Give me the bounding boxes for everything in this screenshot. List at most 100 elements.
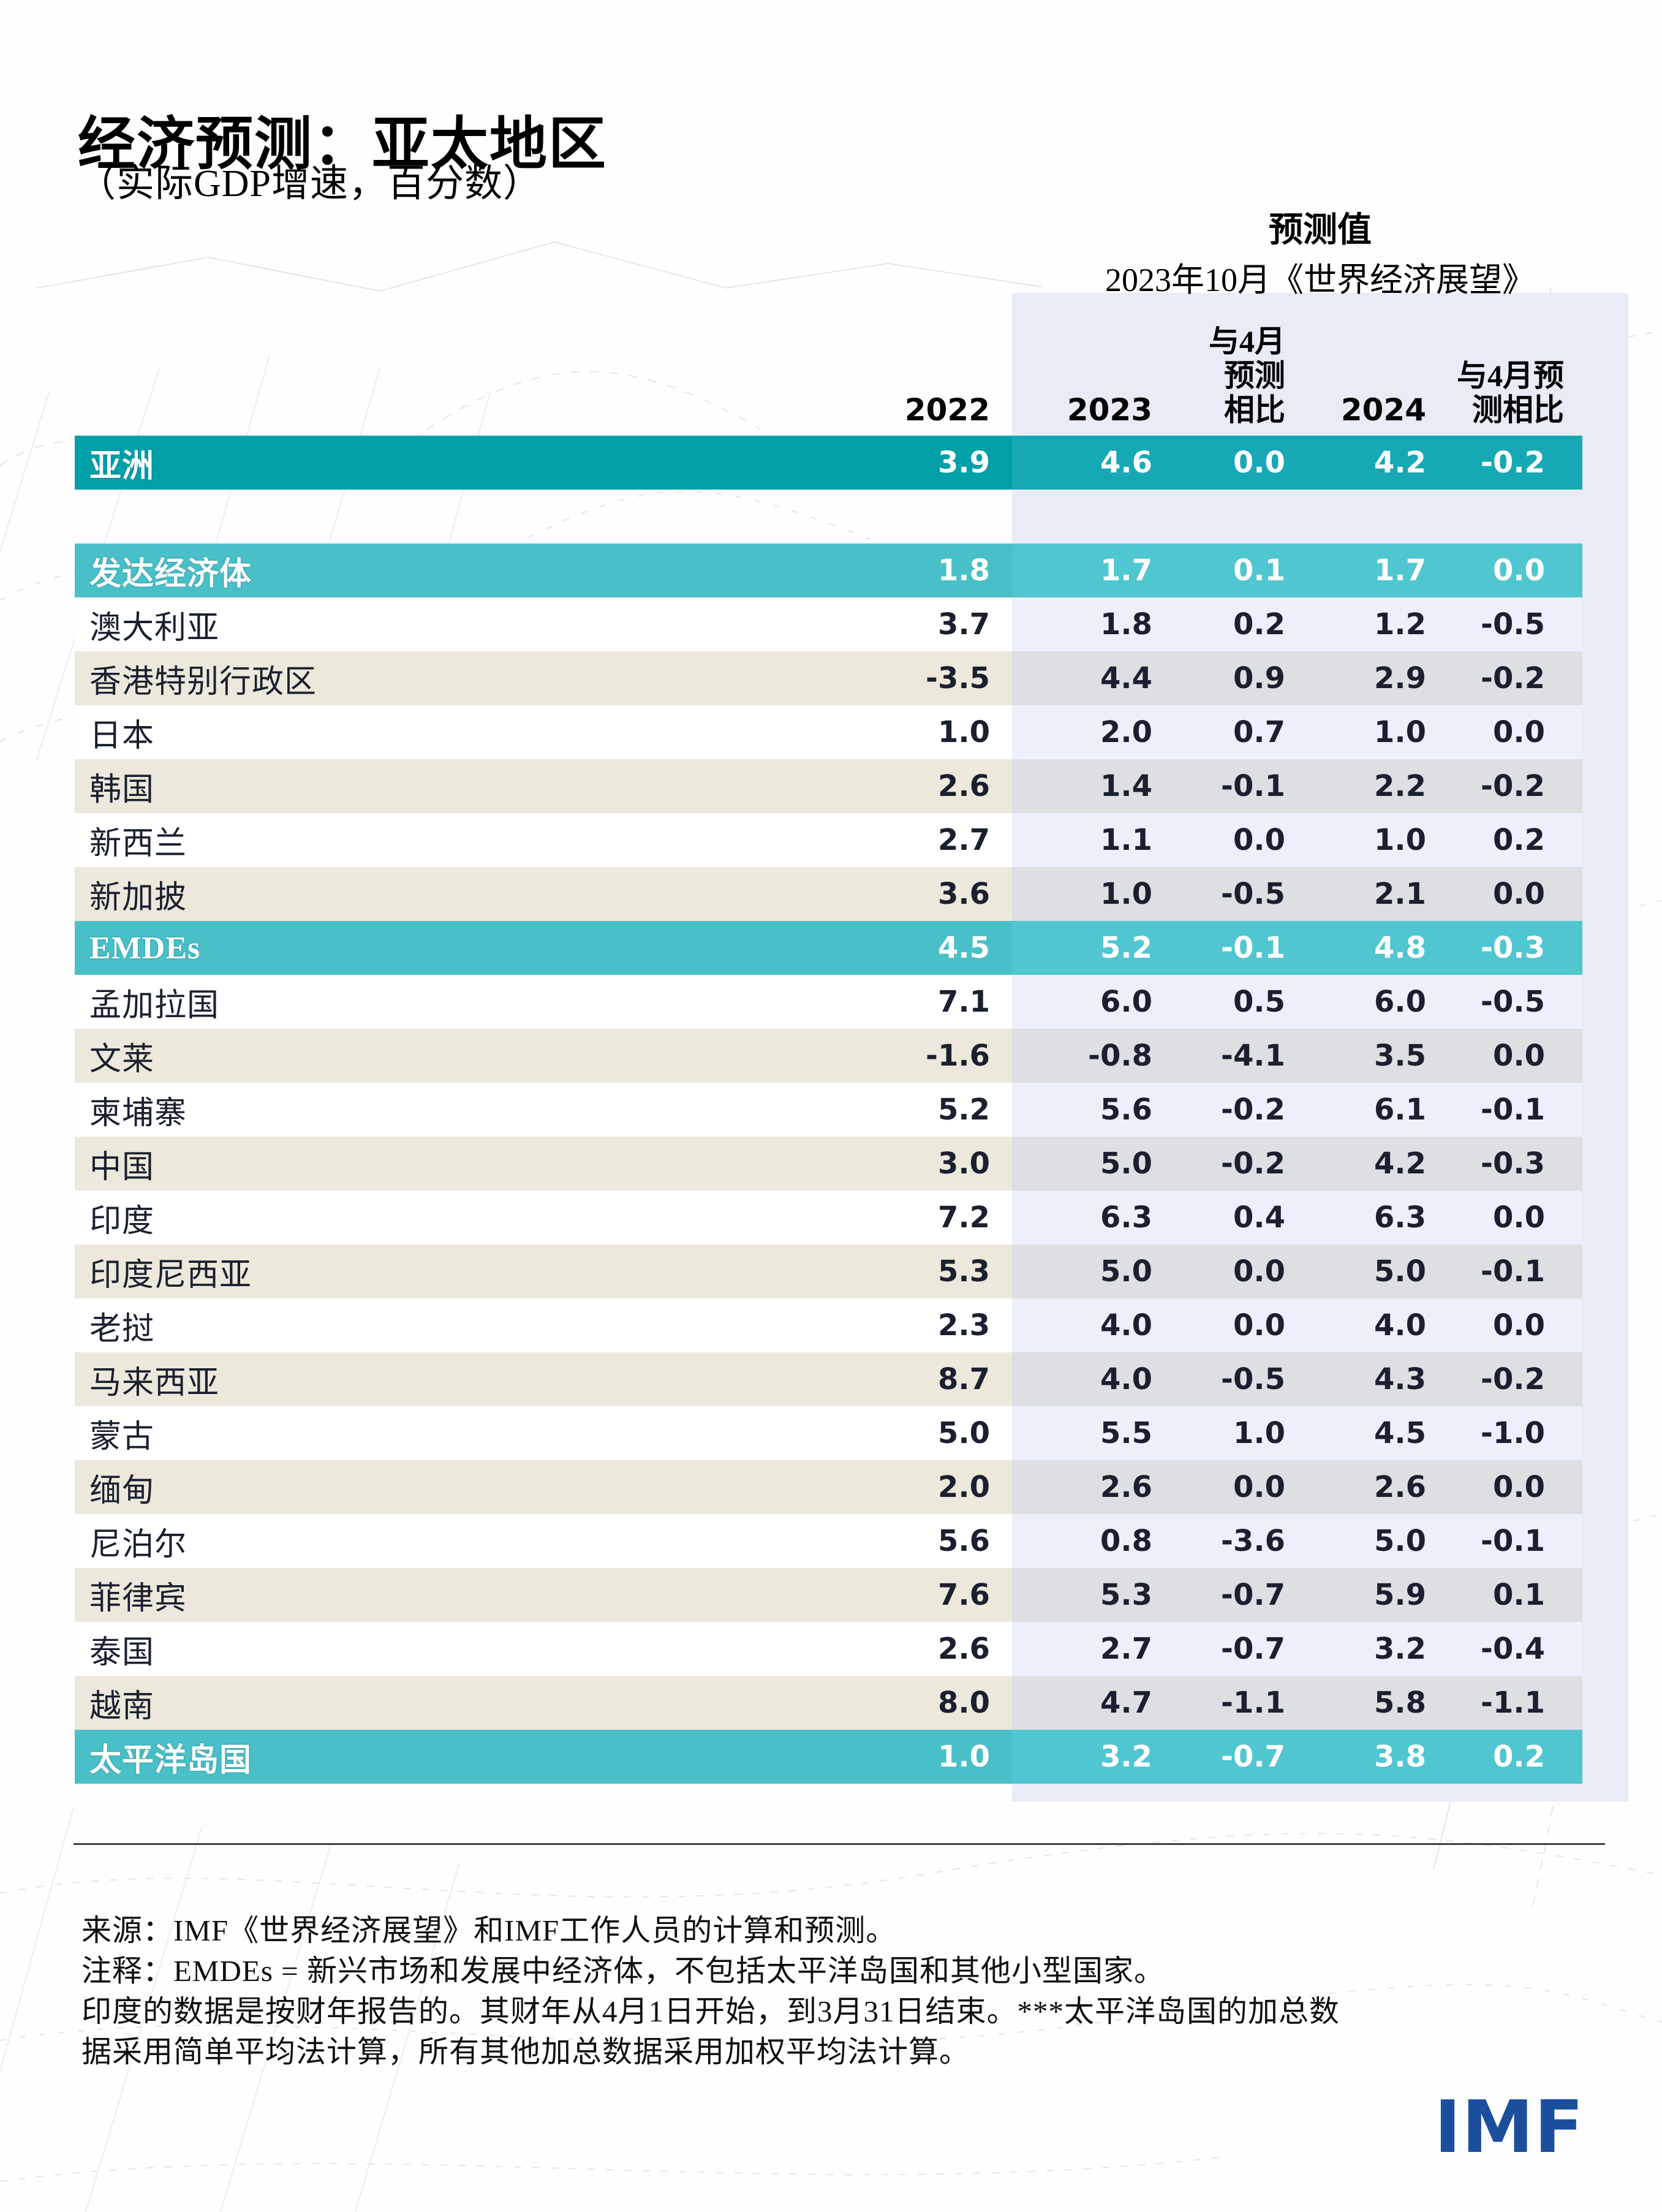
- row-label: 印度尼西亚: [75, 1244, 830, 1298]
- value-diff-apr-2023: 0.0: [1155, 1244, 1286, 1298]
- value-2024: 1.2: [1286, 597, 1427, 651]
- aggregation-note: 据采用简单平均法计算，所有其他加总数据采用加权平均法计算。: [81, 2035, 970, 2069]
- row-label: [75, 490, 830, 544]
- value-2024: 6.0: [1286, 975, 1427, 1029]
- value-diff-apr-2023: 0.4: [1155, 1191, 1286, 1244]
- row-label: 泰国: [75, 1622, 830, 1676]
- value-2024: 4.2: [1286, 436, 1427, 490]
- value-2022: 4.5: [830, 921, 1012, 975]
- value-2023: 1.8: [1012, 597, 1155, 651]
- value-diff-apr-2024: 0.0: [1427, 1298, 1582, 1352]
- value-2022: 8.7: [830, 1352, 1012, 1406]
- value-2023: 5.3: [1012, 1568, 1155, 1622]
- row-label: 亚洲: [75, 436, 830, 490]
- row-label: 老挝: [75, 1298, 830, 1352]
- value-2023: 4.7: [1012, 1676, 1155, 1730]
- value-2023: 4.6: [1012, 436, 1155, 490]
- value-diff-apr-2023: -1.1: [1155, 1676, 1286, 1730]
- value-2024: 6.3: [1286, 1191, 1427, 1244]
- value-2022: 1.8: [830, 544, 1012, 597]
- source-note: 来源：IMF《世界经济展望》和IMF工作人员的计算和预测。: [81, 1914, 897, 1947]
- table-row: 日本 1.0 2.0 0.7 1.0 0.0: [75, 705, 1582, 759]
- value-2024: [1286, 490, 1427, 544]
- value-diff-apr-2024: -0.2: [1427, 651, 1582, 705]
- value-2023: 4.0: [1012, 1352, 1155, 1406]
- value-2024: 2.6: [1286, 1460, 1427, 1514]
- value-2024: 6.1: [1286, 1083, 1427, 1137]
- value-diff-apr-2024: [1427, 490, 1582, 544]
- value-diff-apr-2024: -0.3: [1427, 1137, 1582, 1191]
- row-label: 日本: [75, 705, 830, 759]
- row-label: 中国: [75, 1137, 830, 1191]
- value-diff-apr-2023: 0.0: [1155, 1298, 1286, 1352]
- row-label: 新加披: [75, 867, 830, 921]
- value-2023: 1.7: [1012, 544, 1155, 597]
- table-row: 太平洋岛国 1.0 3.2 -0.7 3.8 0.2: [75, 1730, 1582, 1784]
- row-label: 澳大利亚: [75, 597, 830, 651]
- table-row: 柬埔寨 5.2 5.6 -0.2 6.1 -0.1: [75, 1083, 1582, 1137]
- value-2023: 0.8: [1012, 1514, 1155, 1568]
- value-2023: 5.0: [1012, 1137, 1155, 1191]
- table-row: 蒙古 5.0 5.5 1.0 4.5 -1.0: [75, 1406, 1582, 1460]
- value-2023: 5.0: [1012, 1244, 1155, 1298]
- value-diff-apr-2024: 0.1: [1427, 1568, 1582, 1622]
- value-diff-apr-2024: 0.0: [1427, 1191, 1582, 1244]
- row-label: 新西兰: [75, 813, 830, 867]
- value-2023: 6.3: [1012, 1191, 1155, 1244]
- value-2023: -0.8: [1012, 1029, 1155, 1083]
- value-2022: 2.6: [830, 1622, 1012, 1676]
- row-label: 马来西亚: [75, 1352, 830, 1406]
- column-header-diff-apr-2023-line3: 相比: [1224, 393, 1285, 427]
- value-diff-apr-2023: 0.1: [1155, 544, 1286, 597]
- table-row: 孟加拉国 7.1 6.0 0.5 6.0 -0.5: [75, 975, 1582, 1029]
- value-2024: 2.2: [1286, 759, 1427, 813]
- row-label: 柬埔寨: [75, 1083, 830, 1137]
- value-diff-apr-2023: 0.0: [1155, 436, 1286, 490]
- forecast-source-label: 2023年10月《世界经济展望》: [1105, 262, 1535, 298]
- table-row: EMDEs 4.5 5.2 -0.1 4.8 -0.3: [75, 921, 1582, 975]
- value-2023: 1.1: [1012, 813, 1155, 867]
- value-diff-apr-2024: -0.1: [1427, 1514, 1582, 1568]
- value-diff-apr-2023: -0.1: [1155, 759, 1286, 813]
- value-diff-apr-2024: 0.0: [1427, 705, 1582, 759]
- value-2024: 4.2: [1286, 1137, 1427, 1191]
- value-2022: 1.0: [830, 1730, 1012, 1784]
- value-2024: 1.0: [1286, 813, 1427, 867]
- value-2023: 1.4: [1012, 759, 1155, 813]
- value-2024: 3.5: [1286, 1029, 1427, 1083]
- value-2023: 2.0: [1012, 705, 1155, 759]
- value-diff-apr-2024: -0.2: [1427, 436, 1582, 490]
- row-label: 发达经济体: [75, 544, 830, 597]
- value-2024: 5.8: [1286, 1676, 1427, 1730]
- column-header-2024: 2024: [1340, 392, 1426, 428]
- value-2024: 1.7: [1286, 544, 1427, 597]
- column-header-diff-apr-2024-line1: 与4月预: [1457, 358, 1564, 393]
- table-row: 新西兰 2.7 1.1 0.0 1.0 0.2: [75, 813, 1582, 867]
- column-header-name: [75, 427, 830, 436]
- value-2024: 4.3: [1286, 1352, 1427, 1406]
- row-label: 印度: [75, 1191, 830, 1244]
- value-diff-apr-2023: -0.7: [1155, 1622, 1286, 1676]
- value-2022: 3.9: [830, 436, 1012, 490]
- value-2022: 3.0: [830, 1137, 1012, 1191]
- table-row: 尼泊尔 5.6 0.8 -3.6 5.0 -0.1: [75, 1514, 1582, 1568]
- value-diff-apr-2023: -0.7: [1155, 1568, 1286, 1622]
- value-2022: 5.3: [830, 1244, 1012, 1298]
- page-subtitle: （实际GDP增速，百分数）: [78, 163, 542, 205]
- value-diff-apr-2024: -0.5: [1427, 975, 1582, 1029]
- table-row: 澳大利亚 3.7 1.8 0.2 1.2 -0.5: [75, 597, 1582, 651]
- row-label: 孟加拉国: [75, 975, 830, 1029]
- column-header-diff-apr-2024: 与4月预 测相比: [1427, 358, 1582, 436]
- value-2023: 4.0: [1012, 1298, 1155, 1352]
- table-row: 越南 8.0 4.7 -1.1 5.8 -1.1: [75, 1676, 1582, 1730]
- imf-logo: IMF: [1434, 2085, 1584, 2169]
- value-2023: 4.4: [1012, 651, 1155, 705]
- value-2024: 4.0: [1286, 1298, 1427, 1352]
- value-diff-apr-2024: -0.4: [1427, 1622, 1582, 1676]
- value-2024: 5.0: [1286, 1514, 1427, 1568]
- value-diff-apr-2023: -0.5: [1155, 867, 1286, 921]
- value-diff-apr-2024: -0.3: [1427, 921, 1582, 975]
- table-row: 印度尼西亚 5.3 5.0 0.0 5.0 -0.1: [75, 1244, 1582, 1298]
- column-header-2023: 2023: [1067, 392, 1152, 428]
